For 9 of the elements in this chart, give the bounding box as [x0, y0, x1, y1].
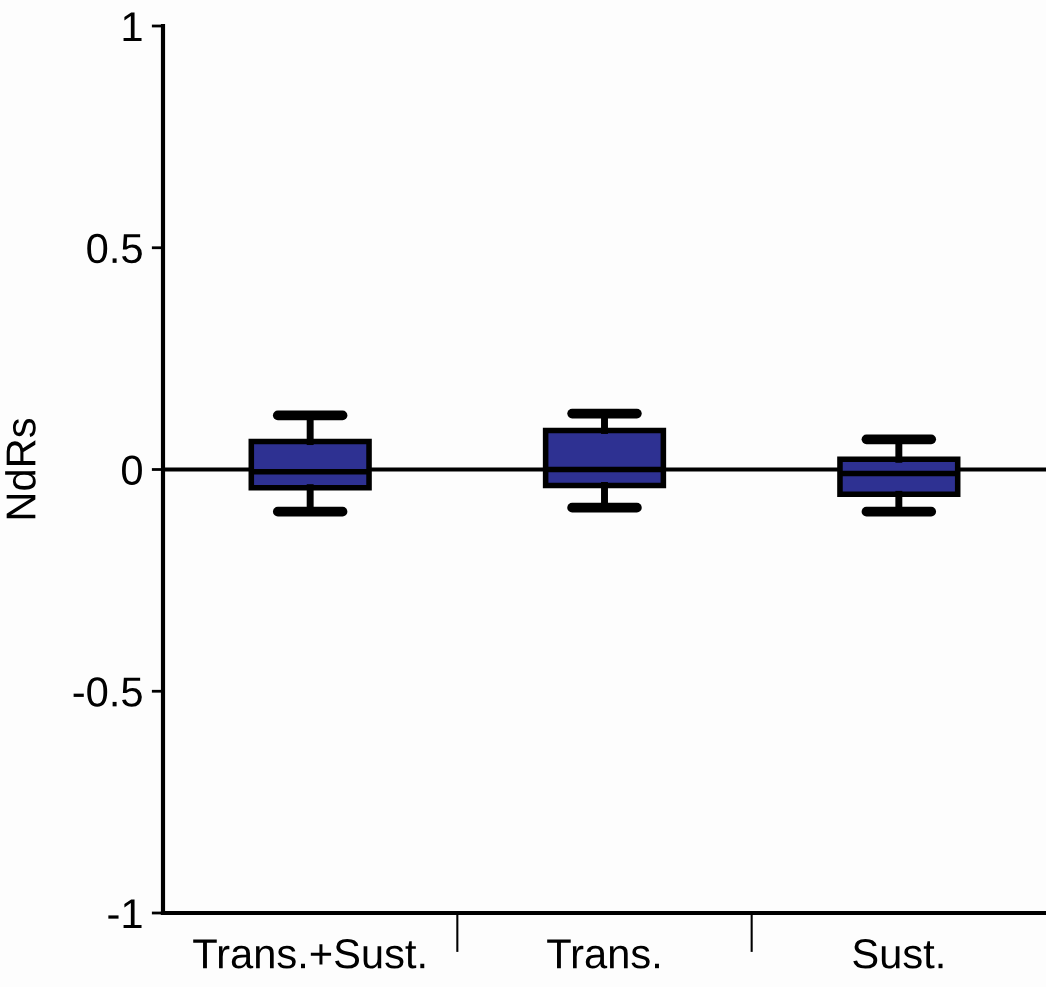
y-tick-label: 0.5: [87, 233, 142, 264]
y-tick-label: -0.5: [73, 677, 142, 707]
x-tick-label: Sust.: [853, 939, 943, 969]
y-tick-label: 0: [122, 455, 142, 486]
x-tick-label: Trans.: [547, 939, 659, 969]
y-tick-label: -1: [108, 899, 142, 929]
y-tick-label: 1: [123, 12, 142, 42]
y-axis-title: NdRs: [5, 418, 36, 519]
x-tick-label: Trans.+Sust.: [193, 939, 425, 969]
